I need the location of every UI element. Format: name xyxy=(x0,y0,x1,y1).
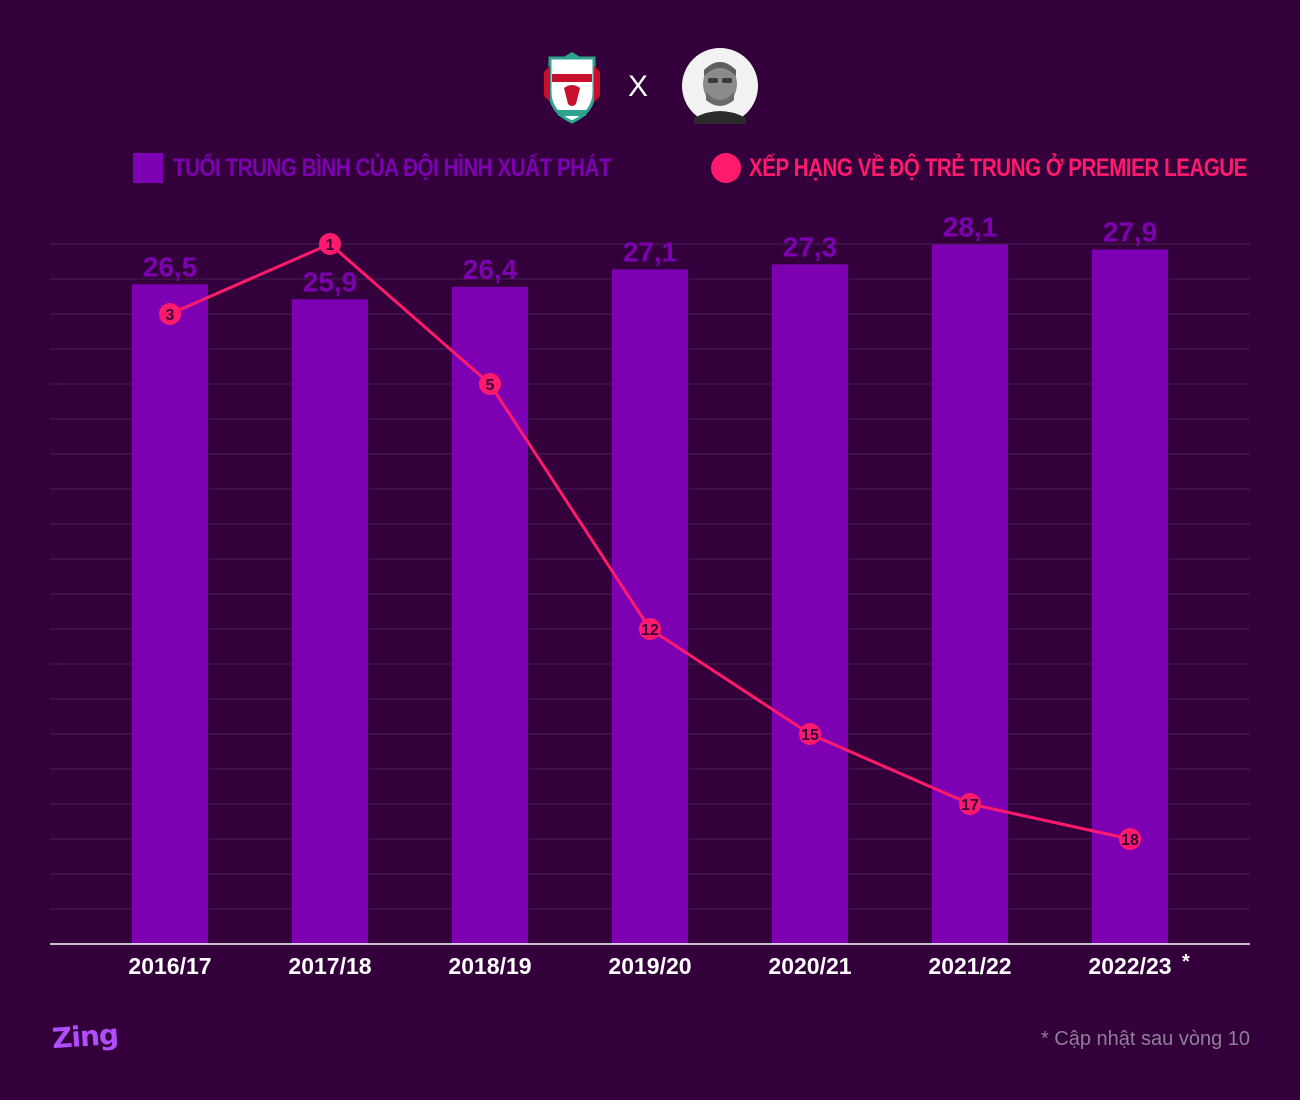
rank-point xyxy=(319,233,341,255)
bar-2020-21 xyxy=(772,264,848,944)
rank-point-label: 1 xyxy=(326,237,335,254)
legend-item-youth-rank: XẾP HẠNG VỀ ĐỘ TRẺ TRUNG Ở PREMIER LEAGU… xyxy=(711,150,1300,186)
x-tick-label: 2018/19 xyxy=(448,953,531,979)
x-tick-footnote-marker: * xyxy=(1182,951,1190,973)
bar-2017-18 xyxy=(292,299,368,944)
liverpool-fc-crest-icon xyxy=(544,52,600,124)
rank-point-label: 5 xyxy=(486,377,495,394)
x-tick-label: 2022/23 xyxy=(1088,953,1171,979)
header: X xyxy=(0,0,1300,130)
rank-point-label: 18 xyxy=(1121,832,1139,849)
bar-value-label: 27,1 xyxy=(623,236,678,267)
legend-item-average-age: TUỔI TRUNG BÌNH CỦA ĐỘI HÌNH XUẤT PHÁT xyxy=(133,150,707,186)
bar-2018-19 xyxy=(452,286,528,945)
bar-value-label: 26,5 xyxy=(143,251,198,282)
bar-value-label: 27,3 xyxy=(783,231,838,262)
x-tick-label: 2016/17 xyxy=(128,953,211,979)
times-symbol: X xyxy=(628,70,649,103)
rank-point xyxy=(1119,828,1141,850)
rank-point-label: 15 xyxy=(801,727,819,744)
rank-point xyxy=(799,723,821,745)
rank-point xyxy=(959,793,981,815)
footnote: * Cập nhật sau vòng 10 xyxy=(1040,1028,1250,1050)
rank-point-label: 12 xyxy=(641,622,659,639)
bar-2016-17 xyxy=(132,284,208,944)
manager-portrait-icon xyxy=(682,48,758,124)
zing-logo: Zing xyxy=(50,1017,119,1056)
rank-point xyxy=(159,303,181,325)
bar-2021-22 xyxy=(932,244,1008,944)
legend-label-youth-rank: XẾP HẠNG VỀ ĐỘ TRẺ TRUNG Ở PREMIER LEAGU… xyxy=(749,153,1248,182)
bar-value-label: 26,4 xyxy=(463,254,518,285)
rank-point-label: 3 xyxy=(166,307,175,324)
bar-value-label: 25,9 xyxy=(303,266,358,297)
bar-value-label: 27,9 xyxy=(1103,216,1158,247)
rank-point-label: 17 xyxy=(961,797,979,814)
x-tick-label: 2019/20 xyxy=(608,953,691,979)
x-tick-label: 2020/21 xyxy=(768,953,851,979)
x-tick-label: 2017/18 xyxy=(288,953,371,979)
bar-value-label: 28,1 xyxy=(943,211,998,242)
x-tick-label: 2021/22 xyxy=(928,953,1011,979)
legend-swatch-bar xyxy=(133,153,163,183)
legend-label-average-age: TUỔI TRUNG BÌNH CỦA ĐỘI HÌNH XUẤT PHÁT xyxy=(173,153,612,182)
bar-2019-20 xyxy=(612,269,688,945)
rank-point xyxy=(479,373,501,395)
rank-point xyxy=(639,618,661,640)
legend-swatch-dot xyxy=(711,153,741,183)
